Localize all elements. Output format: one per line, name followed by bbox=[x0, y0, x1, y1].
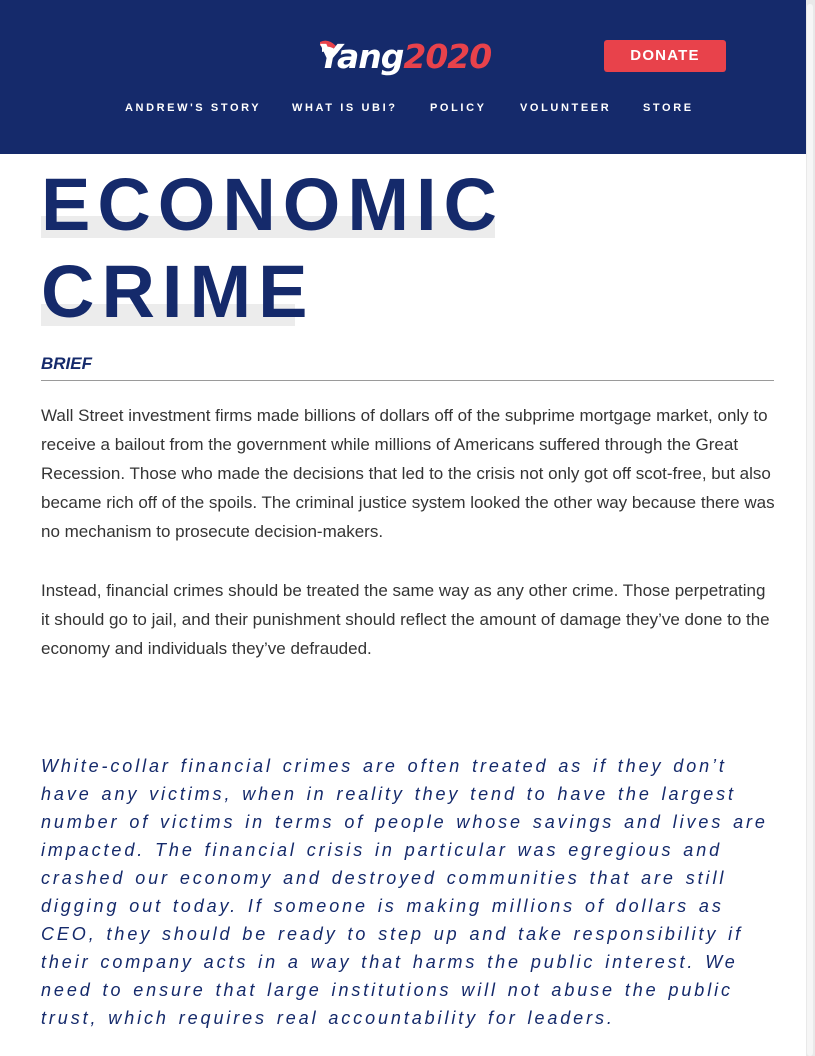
donate-button[interactable]: DONATE bbox=[604, 40, 726, 72]
nav-policy[interactable]: POLICY bbox=[430, 102, 487, 114]
logo-year: 2020 bbox=[403, 37, 492, 76]
title-highlight-1 bbox=[41, 216, 495, 238]
section-divider bbox=[41, 380, 774, 381]
pull-quote: White-collar financial crimes are often … bbox=[41, 756, 768, 1028]
scrollbar-thumb[interactable] bbox=[807, 4, 813, 1056]
nav-what-is-ubi[interactable]: WHAT IS UBI? bbox=[292, 102, 398, 114]
nav-store[interactable]: STORE bbox=[643, 102, 694, 114]
logo-flag-icon bbox=[320, 40, 338, 56]
site-header: Yang2020 DONATE ANDREW'S STORY WHAT IS U… bbox=[0, 0, 815, 154]
logo-word: Yang bbox=[318, 37, 404, 76]
body-paragraph-1: Wall Street investment firms made billio… bbox=[41, 406, 775, 541]
nav-volunteer[interactable]: VOLUNTEER bbox=[520, 102, 612, 114]
logo-wordmark: Yang2020 bbox=[318, 34, 492, 80]
section-label-brief: BRIEF bbox=[41, 354, 92, 373]
title-line-1: ECONOMIC bbox=[41, 163, 504, 246]
main-nav: ANDREW'S STORY WHAT IS UBI? POLICY VOLUN… bbox=[0, 100, 815, 116]
title-line-2: CRIME bbox=[41, 250, 315, 333]
title-highlight-2 bbox=[41, 304, 295, 326]
body-paragraph-2: Instead, financial crimes should be trea… bbox=[41, 581, 770, 658]
page-scrollbar[interactable] bbox=[806, 0, 815, 1056]
nav-andrews-story[interactable]: ANDREW'S STORY bbox=[125, 102, 262, 114]
yang2020-logo[interactable]: Yang2020 bbox=[318, 34, 498, 80]
